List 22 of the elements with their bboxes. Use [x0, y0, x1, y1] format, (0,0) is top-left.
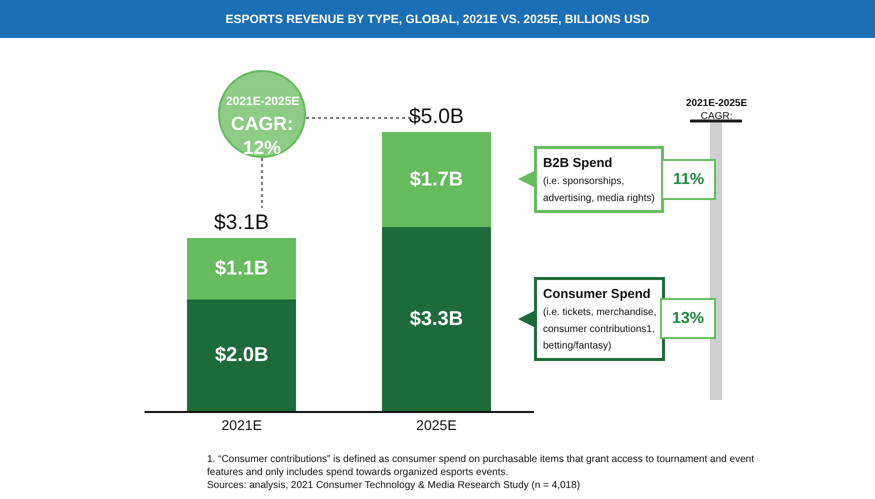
data-label: $1.1B [215, 258, 268, 280]
x-tick-label: 2021E [221, 416, 262, 433]
text: (i.e. sponsorships, advertising, media rights) [543, 176, 655, 204]
chart-title: ESPORTS REVENUE BY TYPE, GLOBAL, 2021E VS. 2025E, BILLIONS USD [226, 12, 650, 26]
text: 1. “Consumer contributions” is defined as consumer spend on purchasable items that grant access to tournament and event features and only includes spend towards organized esports events. Sources: analysis, 2021 Consumer Technology & Media Research Study (n = 4,018) [207, 454, 754, 491]
x-tick-label: 2025E [416, 416, 457, 433]
bar [187, 238, 296, 300]
bar [382, 132, 491, 227]
text: 11% [673, 171, 704, 188]
text: B2B Spend [543, 155, 612, 170]
text: Consumer Spend [543, 286, 651, 301]
data-label: $3.3B [410, 308, 464, 330]
bar [382, 226, 491, 411]
text: 2021E-2025E CAGR: [686, 98, 748, 122]
data-label: $2.0B [215, 344, 268, 366]
data-label: $1.7B [410, 168, 464, 190]
text: 13% [672, 310, 704, 327]
annotation: 2021E-2025E CAGR: 12% [226, 94, 300, 159]
total-label: $5.0B [409, 105, 464, 128]
text: (i.e. tickets, merchandise, consumer contributions1, betting/fantasy) [543, 306, 656, 352]
total-label: $3.1B [214, 211, 269, 234]
bar [187, 299, 296, 411]
